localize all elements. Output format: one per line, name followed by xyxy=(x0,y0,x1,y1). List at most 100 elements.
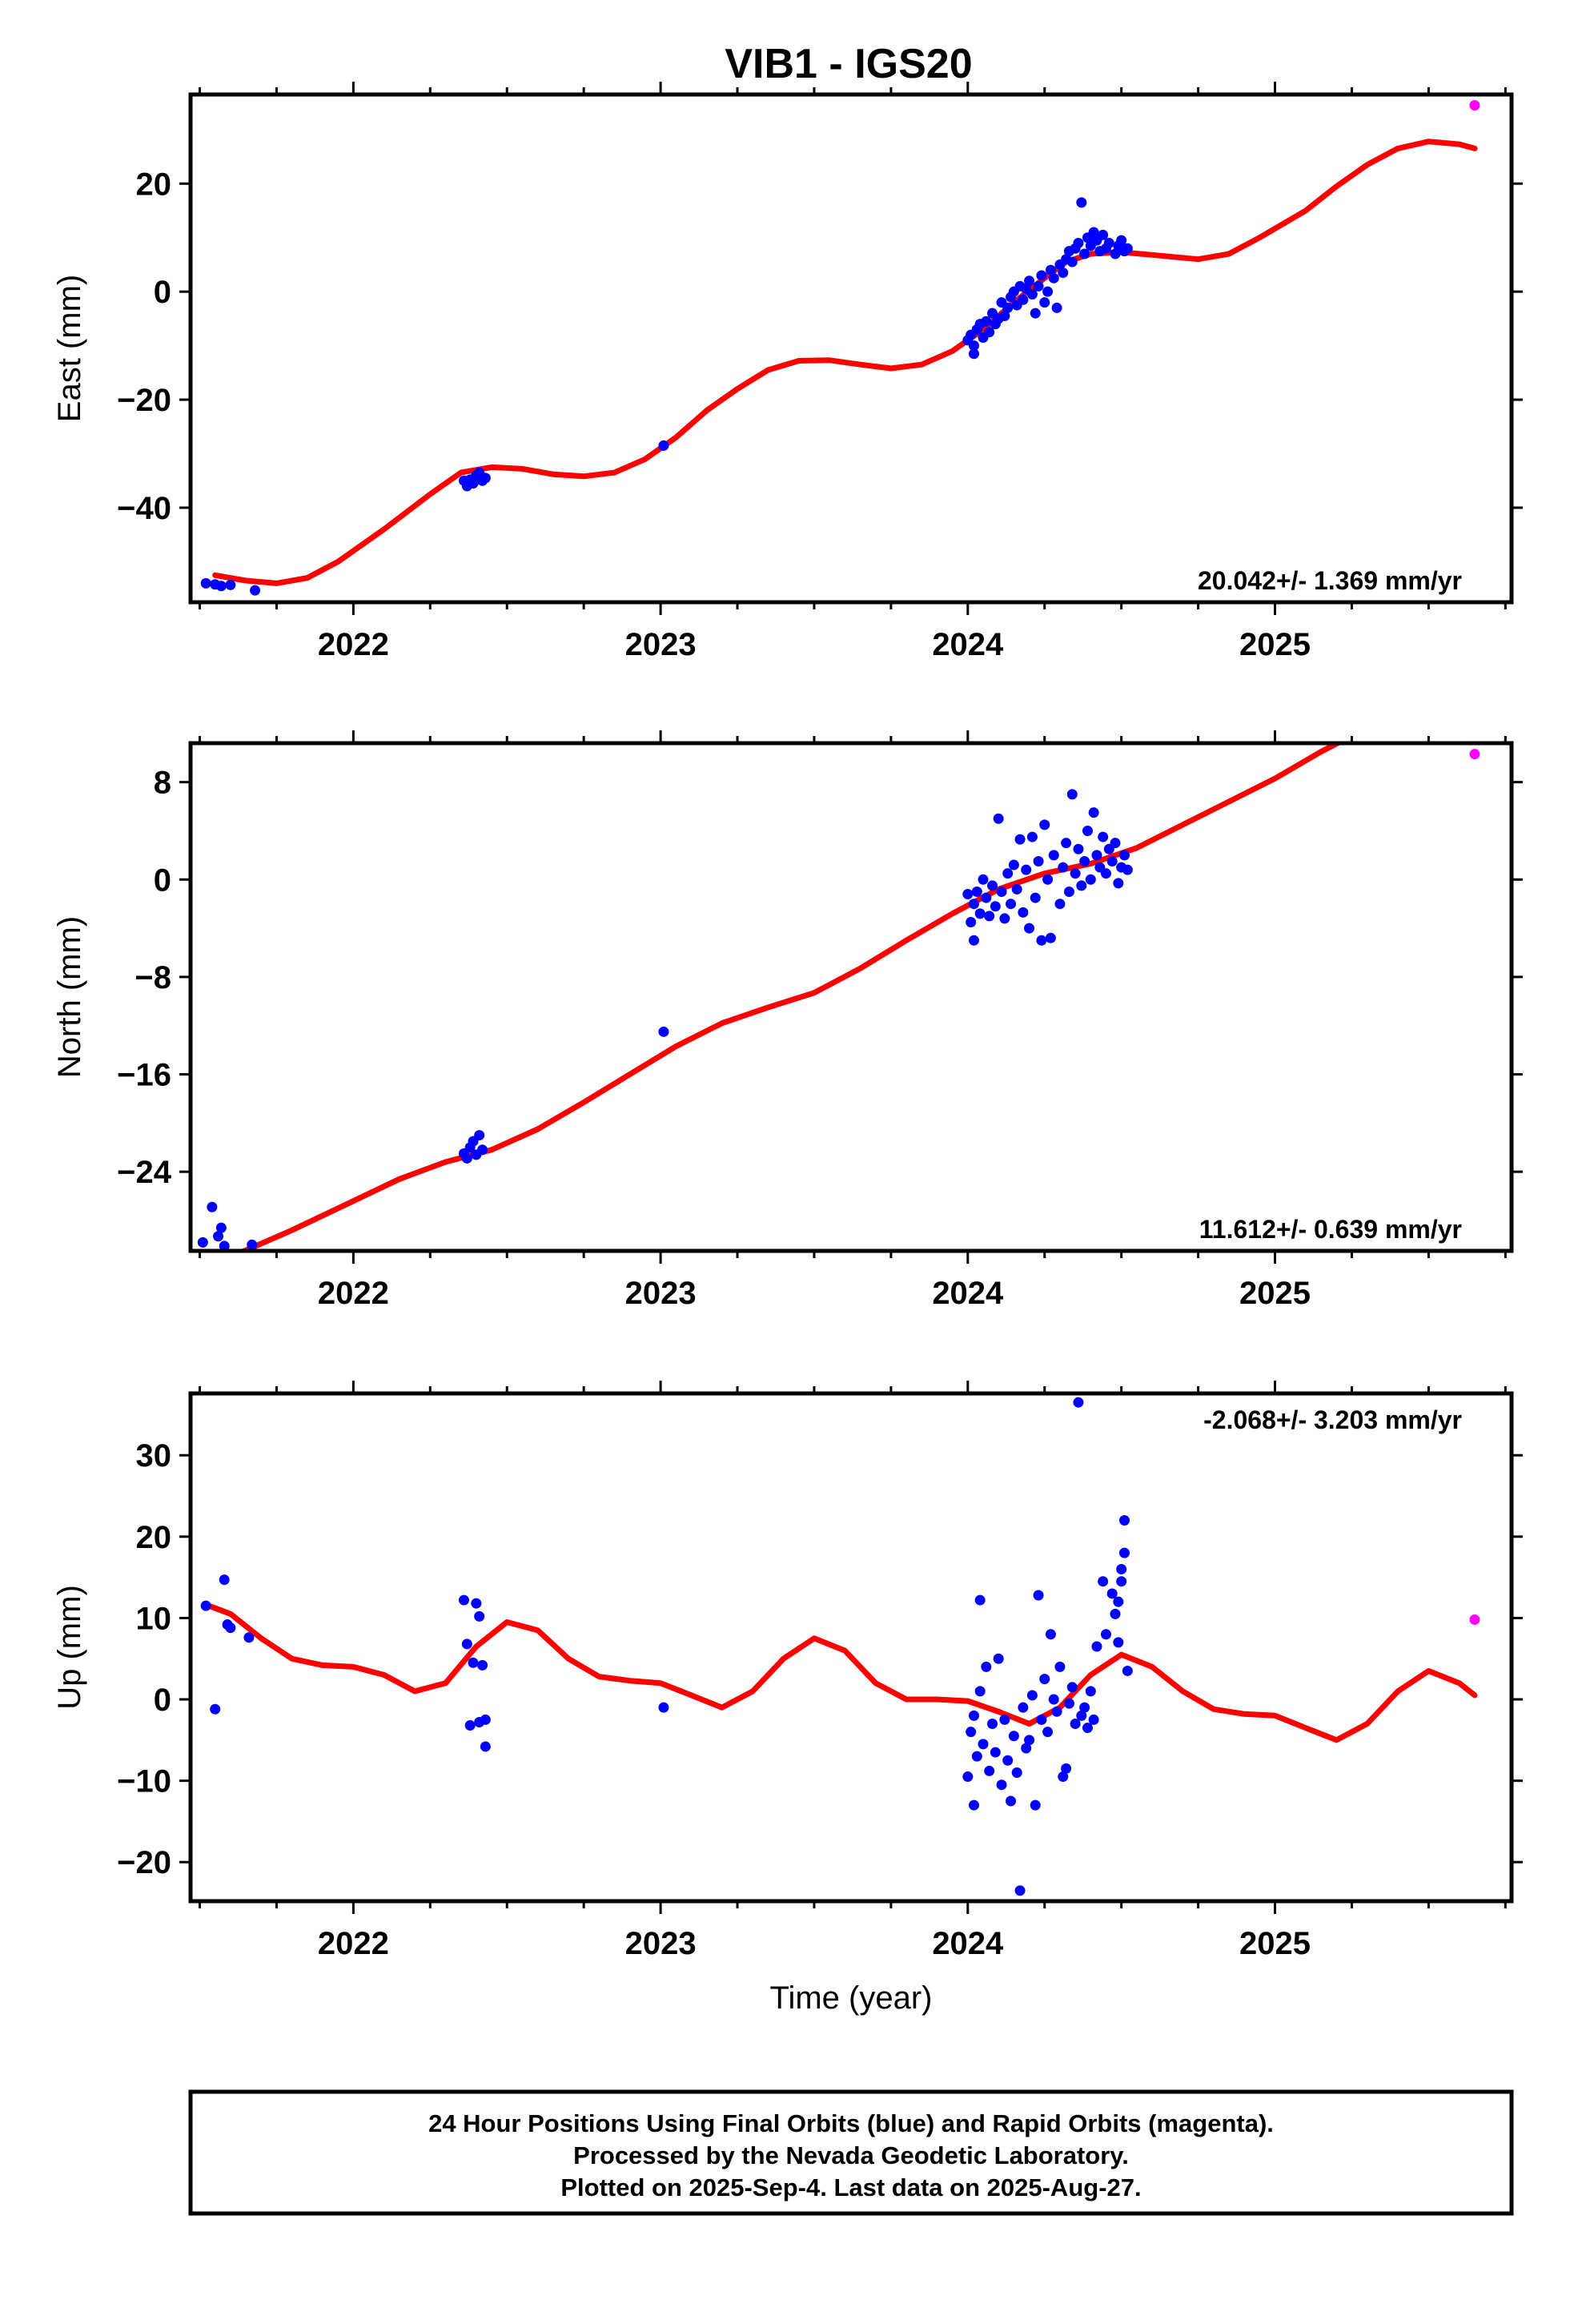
final-orbit-point xyxy=(1021,1743,1032,1754)
final-orbit-point xyxy=(1021,864,1032,875)
final-orbit-point xyxy=(247,1239,258,1250)
final-orbit-point xyxy=(968,935,979,946)
final-orbit-point xyxy=(1073,237,1084,248)
final-orbit-point xyxy=(1042,874,1054,885)
final-orbit-point xyxy=(1061,838,1072,849)
final-orbit-point xyxy=(1116,1576,1127,1587)
final-orbit-point xyxy=(1122,1665,1133,1676)
x-tick-label: 2024 xyxy=(932,1276,1004,1311)
chart-title: VIB1 - IGS20 xyxy=(725,41,972,87)
final-orbit-point xyxy=(1088,1714,1099,1725)
final-orbit-point xyxy=(1036,270,1047,281)
final-orbit-point xyxy=(243,1632,255,1643)
panel-2: −24 −16 −8 0 8 2022 2023 2024 2025 North (mm) 11.6… xyxy=(52,730,1523,1311)
final-orbit-point xyxy=(984,1765,995,1776)
y-tick-label: 20 xyxy=(136,167,172,202)
fit-line xyxy=(212,139,1478,586)
x-tick-label: 2023 xyxy=(625,1276,697,1311)
final-orbit-point xyxy=(1082,825,1093,836)
final-orbit-point xyxy=(480,1714,491,1725)
final-orbit-point xyxy=(968,899,979,910)
final-orbit-point xyxy=(990,901,1001,912)
final-orbit-point xyxy=(210,1703,221,1715)
final-orbit-point xyxy=(1024,275,1035,287)
final-orbit-point xyxy=(1113,878,1124,889)
y-tick-label: 20 xyxy=(136,1520,172,1555)
final-orbit-point xyxy=(990,1747,1001,1758)
y-tick-label: −10 xyxy=(117,1764,171,1799)
final-orbit-point xyxy=(215,1222,227,1233)
final-orbit-point xyxy=(213,1231,224,1242)
footer-box: 24 Hour Positions Using Final Orbits (bl… xyxy=(188,2089,1514,2216)
final-orbit-point xyxy=(978,1739,989,1750)
final-orbit-point xyxy=(1113,1596,1124,1607)
final-orbit-point xyxy=(1079,855,1090,866)
final-orbit-point xyxy=(1122,243,1133,254)
final-orbit-point xyxy=(971,1751,982,1762)
final-orbit-point xyxy=(1042,286,1054,297)
final-orbit-point xyxy=(984,911,995,922)
final-orbit-point xyxy=(1110,248,1121,259)
final-orbit-point xyxy=(468,478,479,489)
final-orbit-point xyxy=(1119,1547,1130,1558)
final-orbit-point xyxy=(1098,831,1109,842)
final-orbit-point xyxy=(1082,1723,1093,1734)
final-orbit-point xyxy=(993,1653,1004,1664)
final-orbit-point xyxy=(1054,899,1066,910)
final-orbit-point xyxy=(974,1686,986,1697)
final-orbit-point xyxy=(1033,855,1044,866)
final-orbit-point xyxy=(461,1638,472,1650)
final-orbit-point xyxy=(1002,302,1014,313)
final-orbit-point xyxy=(1110,1608,1121,1619)
final-orbit-point xyxy=(1122,864,1133,875)
final-orbit-point xyxy=(1066,1682,1078,1693)
final-orbit-point xyxy=(1085,874,1096,885)
final-orbit-point xyxy=(1091,1641,1102,1652)
plot-frame xyxy=(188,92,1514,605)
final-orbit-point xyxy=(459,1594,470,1606)
final-orbit-point xyxy=(968,348,979,360)
final-orbit-point xyxy=(1070,1719,1081,1730)
final-orbit-point xyxy=(966,1727,977,1738)
final-orbit-point xyxy=(1116,1563,1127,1574)
final-orbit-point xyxy=(225,1622,236,1634)
y-tick-label: 0 xyxy=(154,275,171,310)
final-orbit-point xyxy=(658,1026,669,1037)
x-tick-label: 2023 xyxy=(625,627,697,662)
final-orbit-point xyxy=(1033,280,1044,292)
final-orbit-point xyxy=(968,1799,979,1811)
x-tick-label: 2024 xyxy=(932,627,1004,662)
final-orbit-point xyxy=(1119,1515,1130,1526)
final-orbit-point xyxy=(1070,868,1081,879)
final-orbit-point xyxy=(999,913,1010,924)
final-orbit-point xyxy=(1085,1686,1096,1697)
final-orbit-point xyxy=(1058,267,1069,279)
final-orbit-point xyxy=(1024,1735,1035,1746)
final-orbit-point xyxy=(996,1779,1007,1791)
final-orbit-point xyxy=(1098,229,1109,240)
final-orbit-point xyxy=(1045,932,1056,943)
final-orbit-point xyxy=(1039,297,1050,308)
final-orbit-point xyxy=(480,1741,491,1752)
final-orbit-point xyxy=(1051,302,1062,313)
final-orbit-point xyxy=(1030,1799,1041,1811)
final-orbit-point xyxy=(1091,850,1102,861)
final-orbit-point xyxy=(1106,855,1118,866)
final-orbit-point xyxy=(225,579,236,590)
final-orbit-point xyxy=(215,581,227,592)
final-orbit-point xyxy=(968,1710,979,1721)
x-axis-label: Time (year) xyxy=(770,1980,933,2016)
y-tick-label: 30 xyxy=(136,1438,172,1474)
final-orbit-point xyxy=(1119,850,1130,861)
final-orbit-point xyxy=(1063,1698,1074,1709)
final-orbit-point xyxy=(966,916,977,927)
x-tick-label: 2025 xyxy=(1239,1276,1311,1311)
plot-frame xyxy=(188,1391,1514,1904)
final-orbit-point xyxy=(1011,1767,1022,1778)
footer-frame xyxy=(188,2089,1514,2216)
final-orbit-point xyxy=(1066,256,1078,267)
final-orbit-point xyxy=(1054,1661,1066,1672)
final-orbit-point xyxy=(1036,1714,1047,1725)
final-orbit-point xyxy=(981,1661,992,1672)
x-tick-label: 2022 xyxy=(318,1926,389,1961)
